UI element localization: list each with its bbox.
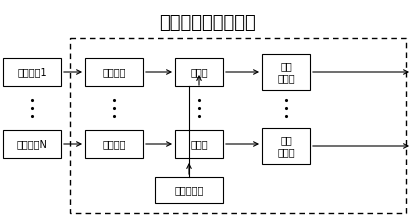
Text: 低通
滤波器: 低通 滤波器 bbox=[277, 61, 294, 83]
Text: 混频器: 混频器 bbox=[190, 139, 207, 149]
Text: 信号调理: 信号调理 bbox=[102, 67, 126, 77]
FancyBboxPatch shape bbox=[154, 177, 223, 203]
FancyBboxPatch shape bbox=[3, 58, 61, 86]
Text: 宽带多通道变频系统: 宽带多通道变频系统 bbox=[158, 14, 255, 32]
FancyBboxPatch shape bbox=[175, 58, 223, 86]
Text: 信号调理: 信号调理 bbox=[102, 139, 126, 149]
Text: 输入通路N: 输入通路N bbox=[17, 139, 47, 149]
FancyBboxPatch shape bbox=[3, 130, 61, 158]
FancyBboxPatch shape bbox=[261, 54, 309, 90]
FancyBboxPatch shape bbox=[85, 58, 142, 86]
Text: 输入通路1: 输入通路1 bbox=[17, 67, 47, 77]
FancyBboxPatch shape bbox=[261, 128, 309, 164]
Text: 低通
滤波器: 低通 滤波器 bbox=[277, 135, 294, 157]
Text: 宽带频率源: 宽带频率源 bbox=[174, 185, 203, 195]
FancyBboxPatch shape bbox=[85, 130, 142, 158]
Text: 混频器: 混频器 bbox=[190, 67, 207, 77]
FancyBboxPatch shape bbox=[175, 130, 223, 158]
